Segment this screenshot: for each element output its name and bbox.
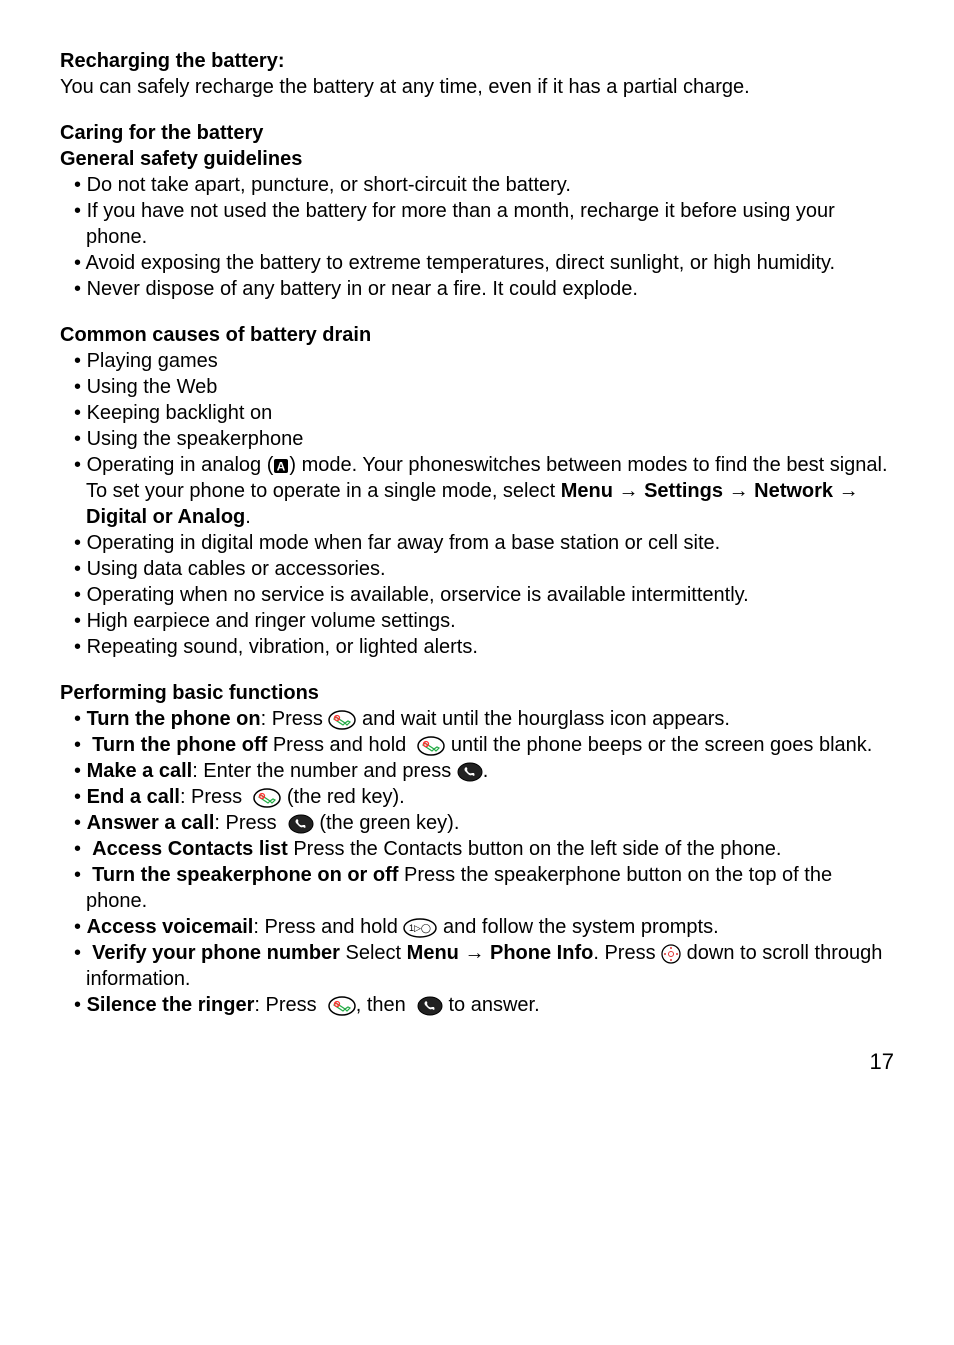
analog-icon <box>273 458 289 474</box>
list-item: Playing games <box>60 348 894 374</box>
list-item: Access voicemail: Press and hold and fol… <box>60 914 894 940</box>
list-item: High earpiece and ringer volume settings… <box>60 608 894 634</box>
list-item: Using data cables or accessories. <box>60 556 894 582</box>
recharge-heading: Recharging the battery: <box>60 50 284 72</box>
list-item: Make a call: Enter the number and press … <box>60 758 894 784</box>
end-key-icon <box>328 710 356 730</box>
page-number: 17 <box>60 1048 894 1077</box>
caring-heading2: General safety guidelines <box>60 148 302 170</box>
list-item: Operating in digital mode when far away … <box>60 530 894 556</box>
drain-heading: Common causes of battery drain <box>60 324 371 346</box>
drain-section: Common causes of battery drain Playing g… <box>60 322 894 660</box>
end-key-icon <box>417 736 445 756</box>
list-item: Silence the ringer: Press , then to answ… <box>60 992 894 1018</box>
list-item: Turn the speakerphone on or off Press th… <box>60 862 894 914</box>
recharge-text: You can safely recharge the battery at a… <box>60 76 750 98</box>
call-key-icon <box>417 996 443 1016</box>
nav-key-icon <box>661 944 681 964</box>
call-key-icon <box>457 762 483 782</box>
list-item: Verify your phone number Select Menu → P… <box>60 940 894 992</box>
list-item: End a call: Press (the red key). <box>60 784 894 810</box>
end-key-icon <box>253 788 281 808</box>
list-item: Access Contacts list Press the Contacts … <box>60 836 894 862</box>
list-item: Do not take apart, puncture, or short-ci… <box>60 172 894 198</box>
list-item: Using the Web <box>60 374 894 400</box>
list-item: Answer a call: Press (the green key). <box>60 810 894 836</box>
list-item: Turn the phone on: Press and wait until … <box>60 706 894 732</box>
list-item: Never dispose of any battery in or near … <box>60 276 894 302</box>
basic-heading: Performing basic functions <box>60 682 319 704</box>
call-key-icon <box>288 814 314 834</box>
list-item: Turn the phone off Press and hold until … <box>60 732 894 758</box>
list-item: Operating when no service is available, … <box>60 582 894 608</box>
end-key-icon <box>328 996 356 1016</box>
list-item: If you have not used the battery for mor… <box>60 198 894 250</box>
list-item: Keeping backlight on <box>60 400 894 426</box>
voicemail-key-icon <box>403 918 437 938</box>
list-item: Avoid exposing the battery to extreme te… <box>60 250 894 276</box>
list-item: Repeating sound, vibration, or lighted a… <box>60 634 894 660</box>
basic-section: Performing basic functions Turn the phon… <box>60 680 894 1018</box>
list-item: Operating in analog () mode. Your phones… <box>60 452 894 530</box>
caring-section: Caring for the battery General safety gu… <box>60 120 894 302</box>
recharge-section: Recharging the battery: You can safely r… <box>60 48 894 100</box>
list-item: Using the speakerphone <box>60 426 894 452</box>
caring-heading1: Caring for the battery <box>60 122 263 144</box>
